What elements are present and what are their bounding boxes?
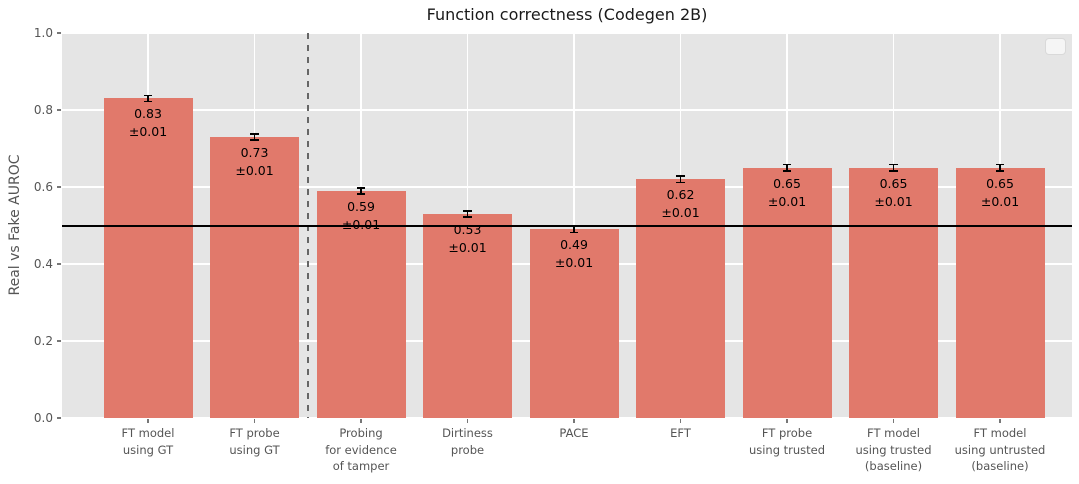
- error-bar-cap-bottom: [463, 216, 472, 218]
- y-tick-label: 0.2: [33, 333, 53, 348]
- error-bar: [250, 133, 259, 141]
- error-bar-stem: [253, 133, 256, 141]
- bar-value-label: 0.62 ±0.01: [661, 187, 700, 221]
- error-bar-stem: [573, 225, 575, 234]
- error-bar-cap-bottom: [250, 139, 259, 141]
- bar: [529, 229, 619, 418]
- x-tick-label: EFT: [670, 426, 691, 440]
- x-tick-label: FT model using untrusted (baseline): [954, 426, 1046, 473]
- y-tick-mark: [57, 109, 61, 111]
- error-bar-stem: [999, 163, 1001, 172]
- error-bar-stem: [786, 163, 788, 172]
- x-tick-label: PACE: [559, 426, 589, 440]
- bar: [955, 167, 1045, 418]
- y-tick-mark: [57, 32, 61, 34]
- x-tick-label: Dirtiness probe: [442, 426, 493, 457]
- error-bar-cap-bottom: [569, 231, 579, 234]
- bar-value-label: 0.65 ±0.01: [874, 175, 913, 209]
- error-bar: [889, 163, 898, 172]
- y-tick-label: 0.6: [33, 179, 53, 194]
- error-bar-cap-bottom: [995, 169, 1005, 172]
- y-tick-mark: [57, 186, 61, 188]
- y-axis-label: Real vs Fake AUROC: [7, 154, 23, 296]
- h-gridline: [62, 186, 1072, 188]
- y-tick-label: 0.0: [33, 410, 53, 425]
- y-tick-label: 0.4: [33, 256, 53, 271]
- x-tick-mark: [786, 419, 788, 423]
- error-bar: [143, 94, 153, 103]
- plot-area: 0.83 ±0.010.73 ±0.010.59 ±0.010.53 ±0.01…: [62, 32, 1072, 419]
- error-bar-stem: [679, 175, 682, 184]
- error-bar: [995, 163, 1005, 172]
- bar-value-label: 0.65 ±0.01: [980, 175, 1020, 209]
- error-bar: [356, 187, 366, 195]
- error-bar-cap-bottom: [782, 169, 792, 172]
- h-gridline: [62, 32, 1072, 34]
- chart-title: Function correctness (Codegen 2B): [426, 5, 708, 24]
- x-tick-label: FT model using trusted (baseline): [855, 426, 932, 473]
- bar: [316, 190, 406, 418]
- x-tick-label: FT probe using GT: [229, 426, 280, 457]
- y-tick-label: 1.0: [33, 25, 53, 40]
- bar-value-label: 0.83 ±0.01: [128, 106, 168, 140]
- legend-box: [1045, 38, 1066, 55]
- bar: [636, 179, 725, 418]
- h-gridline: [62, 109, 1072, 111]
- x-tick-label: FT model using GT: [121, 426, 175, 457]
- x-tick-mark: [147, 419, 149, 423]
- error-bar: [463, 210, 472, 218]
- y-tick-mark: [57, 340, 61, 342]
- error-bar-stem: [147, 94, 149, 103]
- bar: [742, 167, 832, 418]
- error-bar: [676, 175, 685, 184]
- error-bar-cap-bottom: [356, 193, 366, 195]
- x-tick-label: FT probe using trusted: [748, 426, 826, 457]
- x-tick-mark: [360, 419, 362, 423]
- x-tick-label: Probing for evidence of tamper: [325, 426, 397, 473]
- bar: [210, 136, 299, 418]
- bar-value-label: 0.49 ±0.01: [554, 237, 594, 271]
- x-tick-mark: [999, 419, 1001, 423]
- error-bar: [569, 225, 579, 234]
- error-bar-stem: [892, 163, 895, 172]
- y-tick-mark: [57, 263, 61, 265]
- error-bar-cap-bottom: [143, 100, 153, 103]
- error-bar-cap-bottom: [889, 169, 898, 172]
- x-tick-mark: [679, 419, 682, 423]
- x-tick-mark: [892, 419, 895, 423]
- bar-value-label: 0.73 ±0.01: [235, 144, 274, 178]
- bar: [849, 167, 938, 418]
- x-tick-mark: [253, 419, 256, 423]
- y-tick-mark: [57, 417, 61, 419]
- y-tick-label: 0.8: [33, 102, 53, 117]
- error-bar-cap-bottom: [676, 181, 685, 184]
- error-bar-stem: [360, 187, 362, 195]
- bar: [423, 213, 512, 418]
- bar: [103, 98, 193, 418]
- bar-value-label: 0.59 ±0.01: [342, 198, 380, 232]
- error-bar-stem: [466, 210, 469, 218]
- x-tick-mark: [573, 419, 575, 423]
- x-tick-mark: [466, 419, 469, 423]
- baseline-line: [62, 224, 1072, 227]
- bar-value-label: 0.65 ±0.01: [767, 175, 807, 209]
- error-bar: [782, 163, 792, 172]
- h-gridline: [62, 417, 1072, 419]
